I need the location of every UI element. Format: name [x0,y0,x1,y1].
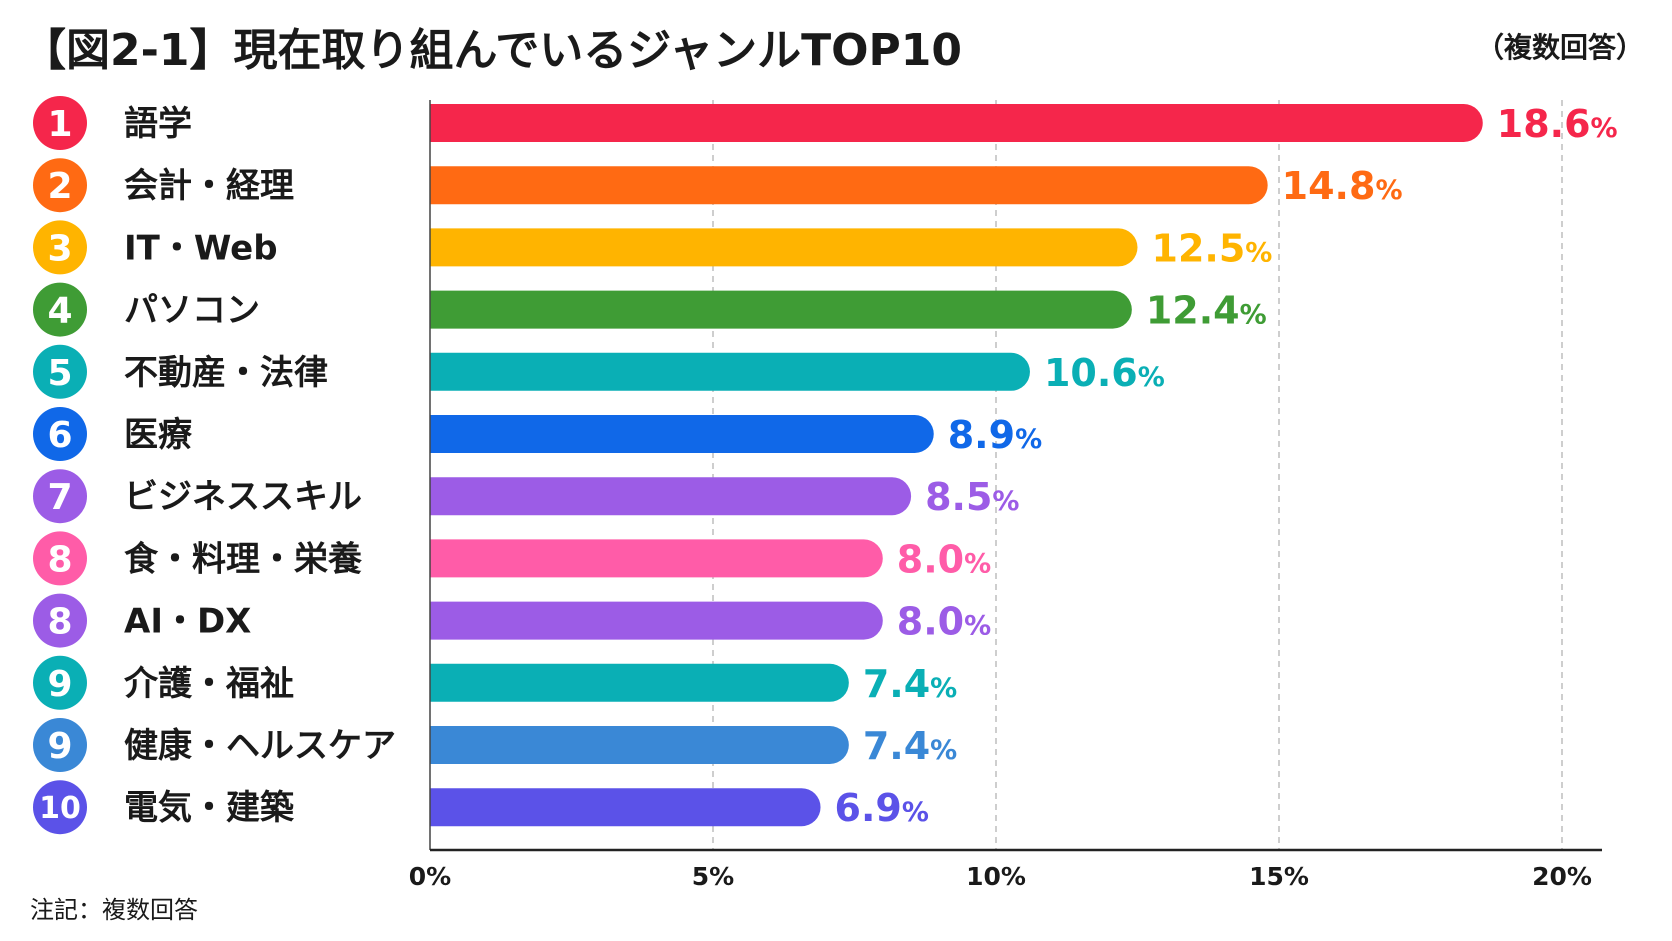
bars: 1 語学 18.6% 2 会計・経理 14.8% 3 IT・Web 12.5% 4 パソコン 12.4… [33,96,1618,835]
rank-badge [33,282,87,337]
x-tick-label: 15% [1249,862,1309,891]
rank-badge [33,780,87,835]
value-label: 14.8% [1282,164,1403,208]
bar-row: 3 IT・Web 12.5% [33,220,1273,275]
rank-number: 8 [47,602,72,643]
x-tick-label: 10% [966,862,1026,891]
x-tick-label: 20% [1532,862,1592,891]
bar [430,726,849,764]
value-label: 8.0% [897,537,991,581]
bar [430,228,1138,267]
rank-badge [33,469,87,524]
bar [430,788,821,827]
bar-row: 8 食・料理・栄養 8.0% [33,531,991,586]
rank-number: 10 [39,791,81,826]
bar-row: 9 介護・福祉 7.4% [33,655,957,710]
value-label: 8.5% [925,475,1019,519]
bar-row: 8 AI・DX 8.0% [33,593,991,648]
bar [430,539,883,578]
bar [430,663,849,702]
x-tick-label: 5% [692,862,734,891]
value-label: 18.6% [1497,102,1618,146]
rank-number: 4 [47,291,72,332]
bar-row: 10 電気・建築 6.9% [33,780,929,835]
bar-row: 7 ビジネススキル 8.5% [33,469,1019,524]
value-label: 8.9% [948,413,1042,457]
category-label: AI・DX [124,602,251,642]
value-label: 7.4% [863,662,957,706]
bar [430,166,1268,205]
bar [430,477,912,516]
bar-row: 1 語学 18.6% [33,96,1618,150]
footnote: 注記：複数回答 [30,896,198,924]
category-label: 食・料理・栄養 [124,539,362,579]
category-label: 介護・福祉 [124,664,294,704]
category-label: ビジネススキル [124,477,362,517]
category-label: IT・Web [124,228,278,268]
bar [430,104,1483,142]
rank-badge [33,655,87,710]
bar-row: 4 パソコン 12.4% [33,282,1267,337]
bar [430,352,1030,391]
x-axis: 0% 5% 10% 15% 20% [409,100,1602,891]
value-label: 12.4% [1146,289,1267,333]
rank-number: 1 [47,104,72,145]
bar [430,415,934,453]
category-label: パソコン [124,291,260,331]
rank-badge [33,718,87,772]
bar [430,290,1132,329]
rank-badge [33,158,87,213]
rank-number: 9 [47,664,72,705]
bar-row: 5 不動産・法律 10.6% [33,344,1165,399]
value-label: 7.4% [863,724,957,768]
rank-number: 2 [47,166,72,207]
rank-number: 9 [47,726,72,767]
category-label: 不動産・法律 [124,353,328,393]
category-label: 健康・ヘルスケア [124,726,396,766]
category-label: 語学 [124,104,192,144]
chart-title: 【図2-1】現在取り組んでいるジャンルTOP10 [22,25,962,76]
rank-number: 3 [47,228,72,269]
rank-badge [33,96,87,150]
value-label: 6.9% [835,786,929,830]
bar-row: 6 医療 8.9% [33,407,1042,461]
rank-number: 7 [47,477,72,518]
rank-badge [33,220,87,275]
rank-number: 8 [47,539,72,580]
rank-badge [33,407,87,461]
value-label: 12.5% [1152,226,1273,270]
category-label: 医療 [124,415,193,455]
value-label: 8.0% [897,600,991,644]
grid-lines [712,100,1563,850]
category-label: 会計・経理 [124,166,294,206]
multiple-answer-note: （複数回答） [1475,31,1644,64]
rank-number: 5 [47,353,72,394]
rank-number: 6 [47,415,72,456]
value-label: 10.6% [1044,351,1165,395]
bar-row: 9 健康・ヘルスケア 7.4% [33,718,957,772]
category-label: 電気・建築 [124,788,295,828]
rank-badge [33,531,87,586]
bar-row: 2 会計・経理 14.8% [33,158,1403,213]
rank-badge [33,593,87,648]
x-tick-label: 0% [409,862,451,891]
rank-badge [33,344,87,399]
bar [430,601,883,640]
